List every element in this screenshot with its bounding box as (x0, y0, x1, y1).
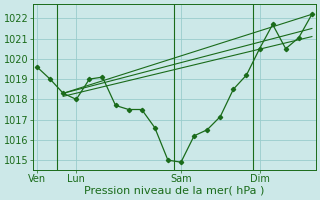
X-axis label: Pression niveau de la mer( hPa ): Pression niveau de la mer( hPa ) (84, 186, 265, 196)
